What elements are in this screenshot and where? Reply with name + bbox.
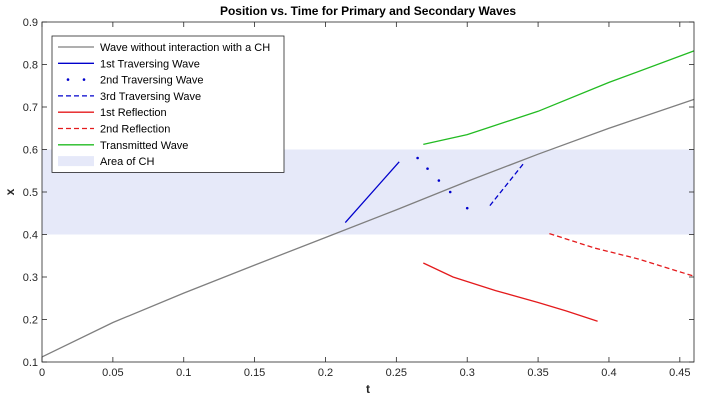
series-point-3-4 bbox=[448, 190, 452, 194]
x-tick-label: 0.25 bbox=[386, 367, 407, 379]
y-tick-label: 0.5 bbox=[23, 187, 38, 199]
chart-title: Position vs. Time for Primary and Second… bbox=[220, 4, 516, 18]
series-line-5 bbox=[423, 262, 598, 322]
y-tick-label: 0.1 bbox=[23, 357, 38, 369]
x-tick-label: 0.3 bbox=[460, 367, 475, 379]
y-tick-label: 0.7 bbox=[23, 102, 38, 114]
y-tick-label: 0.4 bbox=[23, 230, 38, 242]
y-axis-ticks: 0.1 0.2 0.3 0.4 0.5 0.6 0.7 0.8 0.9 bbox=[23, 17, 694, 369]
x-tick-label: 0.1 bbox=[176, 367, 191, 379]
x-tick-label: 0.45 bbox=[669, 367, 690, 379]
legend-label-4: 3rd Traversing Wave bbox=[100, 91, 201, 103]
y-tick-label: 0.3 bbox=[23, 272, 38, 284]
y-tick-label: 0.8 bbox=[23, 60, 38, 72]
y-tick-label: 0.6 bbox=[23, 145, 38, 157]
series-line-1 bbox=[41, 98, 695, 358]
series-line-6 bbox=[549, 232, 695, 277]
x-axis-label: t bbox=[366, 382, 370, 396]
legend-swatch-dot-3 bbox=[82, 78, 86, 81]
y-axis-label: x bbox=[3, 188, 17, 195]
series-point-3-1 bbox=[416, 156, 419, 160]
legend-box bbox=[51, 35, 285, 173]
legend-label-3: 2nd Traversing Wave bbox=[100, 75, 204, 87]
legend-label-6: 2nd Reflection bbox=[100, 124, 170, 136]
legend-label-1: Wave without interaction with a CH bbox=[100, 42, 270, 54]
legend-swatch-ch-area bbox=[58, 156, 94, 167]
series-line-4 bbox=[489, 162, 525, 207]
legend-label-2: 1st Traversing Wave bbox=[100, 58, 200, 70]
legend-swatch-dot-3 bbox=[66, 78, 70, 81]
series-point-3-2 bbox=[426, 167, 429, 170]
legend-label-5: 1st Reflection bbox=[100, 107, 167, 119]
legend-label-7: Transmitted Wave bbox=[100, 140, 188, 152]
series-point-3-5 bbox=[465, 206, 469, 210]
x-tick-label: 0 bbox=[39, 367, 45, 379]
x-tick-label: 0.05 bbox=[102, 367, 123, 379]
series-line-2 bbox=[344, 161, 400, 224]
series-line-7 bbox=[423, 50, 695, 146]
x-tick-label: 0.35 bbox=[527, 367, 548, 379]
x-tick-label: 0.15 bbox=[244, 367, 265, 379]
y-tick-label: 0.9 bbox=[23, 17, 38, 29]
legend: Wave without interaction with a CH 1st Tr… bbox=[51, 35, 285, 173]
legend-label-8: Area of CH bbox=[100, 156, 154, 168]
series-point-3-3 bbox=[437, 179, 441, 182]
series-layer bbox=[41, 50, 695, 358]
x-tick-label: 0.4 bbox=[601, 367, 616, 379]
x-axis-ticks: 0 0.05 0.1 0.15 0.2 0.25 0.3 0.35 0.4 0.45 bbox=[39, 22, 691, 379]
y-tick-label: 0.2 bbox=[23, 315, 38, 327]
x-tick-label: 0.2 bbox=[318, 367, 333, 379]
